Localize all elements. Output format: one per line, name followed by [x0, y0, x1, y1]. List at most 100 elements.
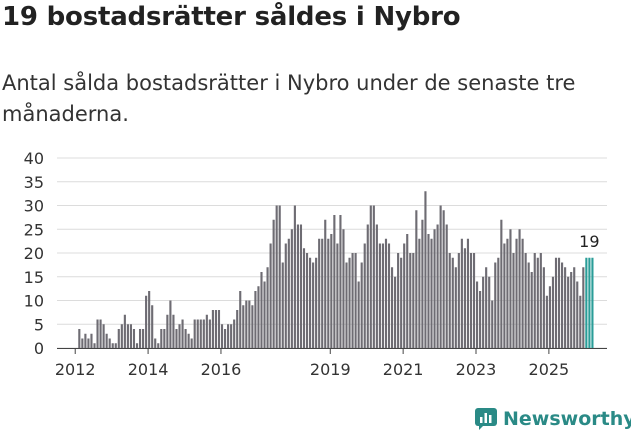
bar	[154, 338, 157, 348]
bar	[269, 243, 272, 348]
bar	[175, 329, 178, 348]
bar	[257, 286, 260, 348]
bar	[126, 324, 129, 348]
bar	[312, 262, 315, 348]
bar	[284, 243, 287, 348]
bar	[551, 276, 555, 348]
bar	[591, 257, 594, 348]
bar	[287, 238, 290, 348]
bar	[451, 257, 454, 348]
bar	[533, 253, 536, 348]
bar	[494, 262, 497, 348]
bar	[169, 300, 172, 348]
bar	[233, 319, 236, 348]
bar	[412, 253, 415, 348]
bar	[418, 238, 421, 348]
bar	[475, 281, 479, 348]
bar	[427, 234, 430, 348]
bar	[157, 343, 160, 348]
bar	[524, 253, 527, 348]
chart-title: 19 bostadsrätter såldes i Nybro	[2, 2, 461, 32]
bar	[430, 238, 433, 348]
bar	[497, 257, 500, 348]
bar	[151, 305, 154, 348]
bar	[81, 338, 84, 348]
bar	[545, 295, 548, 348]
bar	[421, 219, 424, 348]
bar	[178, 324, 181, 348]
y-tick-label: 20	[24, 244, 44, 263]
bar	[166, 314, 169, 348]
bar	[208, 319, 211, 348]
bar	[479, 291, 482, 348]
bar	[223, 329, 227, 348]
bar	[181, 319, 184, 348]
bar	[99, 319, 102, 348]
bar	[105, 333, 108, 348]
bar	[266, 267, 269, 348]
bar	[582, 267, 585, 348]
bar	[433, 229, 436, 348]
bar	[318, 238, 321, 348]
bar	[315, 257, 318, 348]
x-tick-label: 2014	[128, 360, 169, 379]
bar	[488, 276, 491, 348]
brand-name: Newsworthy	[503, 408, 631, 430]
bar	[576, 281, 579, 348]
bar	[296, 224, 299, 348]
bar	[239, 291, 242, 348]
bar	[281, 262, 284, 348]
bar	[148, 291, 151, 348]
bar	[102, 324, 105, 348]
bar	[293, 205, 296, 348]
bar	[120, 324, 123, 348]
bar-series	[78, 191, 594, 348]
bar	[500, 219, 503, 348]
bar	[482, 276, 485, 348]
bar	[585, 257, 588, 348]
bar	[485, 267, 488, 348]
bar	[196, 319, 199, 348]
bar	[561, 262, 564, 348]
bar	[93, 343, 96, 348]
bar	[503, 243, 506, 348]
bar	[309, 257, 312, 348]
bar	[199, 319, 202, 348]
bar	[227, 324, 230, 348]
bar	[230, 324, 233, 348]
x-tick-label: 2012	[55, 360, 96, 379]
bar	[299, 224, 303, 348]
bar	[321, 238, 324, 348]
bar	[260, 272, 263, 348]
bar	[132, 329, 136, 348]
x-tick-label: 2019	[310, 360, 351, 379]
chart-bubble-icon	[475, 408, 497, 430]
bar	[588, 257, 591, 348]
bar	[160, 329, 163, 348]
bar	[205, 314, 208, 348]
bar	[424, 191, 427, 348]
bar	[117, 329, 120, 348]
bar	[354, 253, 357, 348]
bar	[211, 310, 214, 348]
y-tick-label: 25	[24, 220, 44, 239]
bar	[360, 262, 363, 348]
y-tick-label: 0	[34, 339, 44, 358]
bar	[506, 238, 509, 348]
y-tick-label: 40	[24, 149, 44, 168]
bar	[564, 267, 567, 348]
bar	[378, 243, 381, 348]
bar	[345, 262, 348, 348]
bar	[539, 253, 542, 348]
bar	[96, 319, 99, 348]
bar	[372, 205, 375, 348]
bar	[272, 219, 275, 348]
bar	[217, 310, 221, 348]
y-tick-label: 35	[24, 173, 44, 192]
bar	[163, 329, 166, 348]
bar	[129, 324, 133, 348]
bar	[454, 267, 457, 348]
bar	[415, 210, 418, 348]
bar	[573, 267, 576, 348]
